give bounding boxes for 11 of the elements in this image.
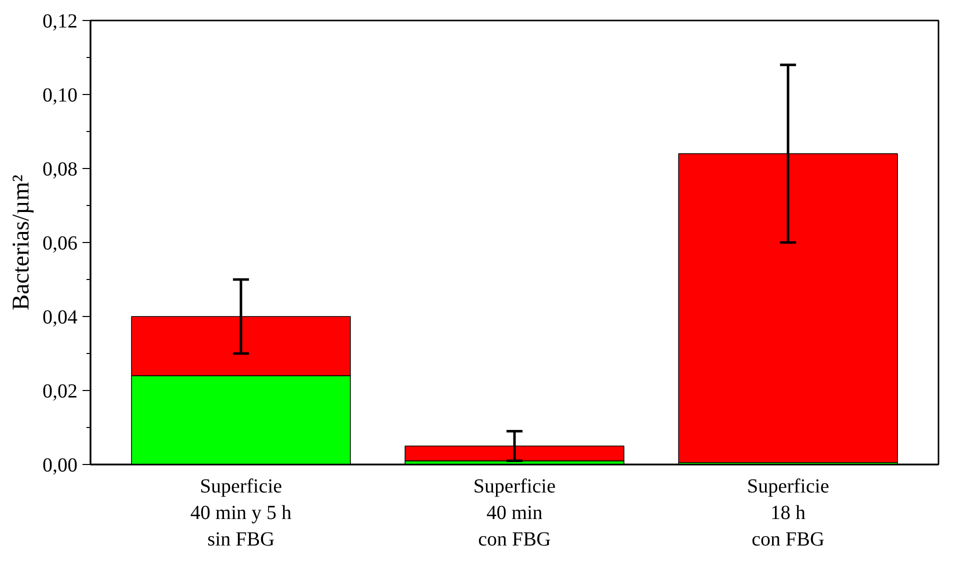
- y-tick-label: 0,12: [42, 10, 78, 32]
- y-tick-label: 0,08: [42, 158, 78, 180]
- y-tick-label: 0,00: [42, 454, 78, 476]
- y-axis-title: Bacterias/µm²: [8, 174, 34, 310]
- x-tick-label: Superficie 18 h con FBG: [746, 476, 830, 550]
- y-tick-label: 0,04: [42, 306, 78, 328]
- y-tick-label: 0,10: [42, 84, 78, 106]
- x-tick-label: Superficie 40 min con FBG: [473, 476, 556, 550]
- y-tick-label: 0,02: [42, 380, 78, 402]
- x-tick-label: Superficie 40 min y 5 h sin FBG: [190, 476, 292, 550]
- y-tick-label: 0,06: [42, 232, 78, 254]
